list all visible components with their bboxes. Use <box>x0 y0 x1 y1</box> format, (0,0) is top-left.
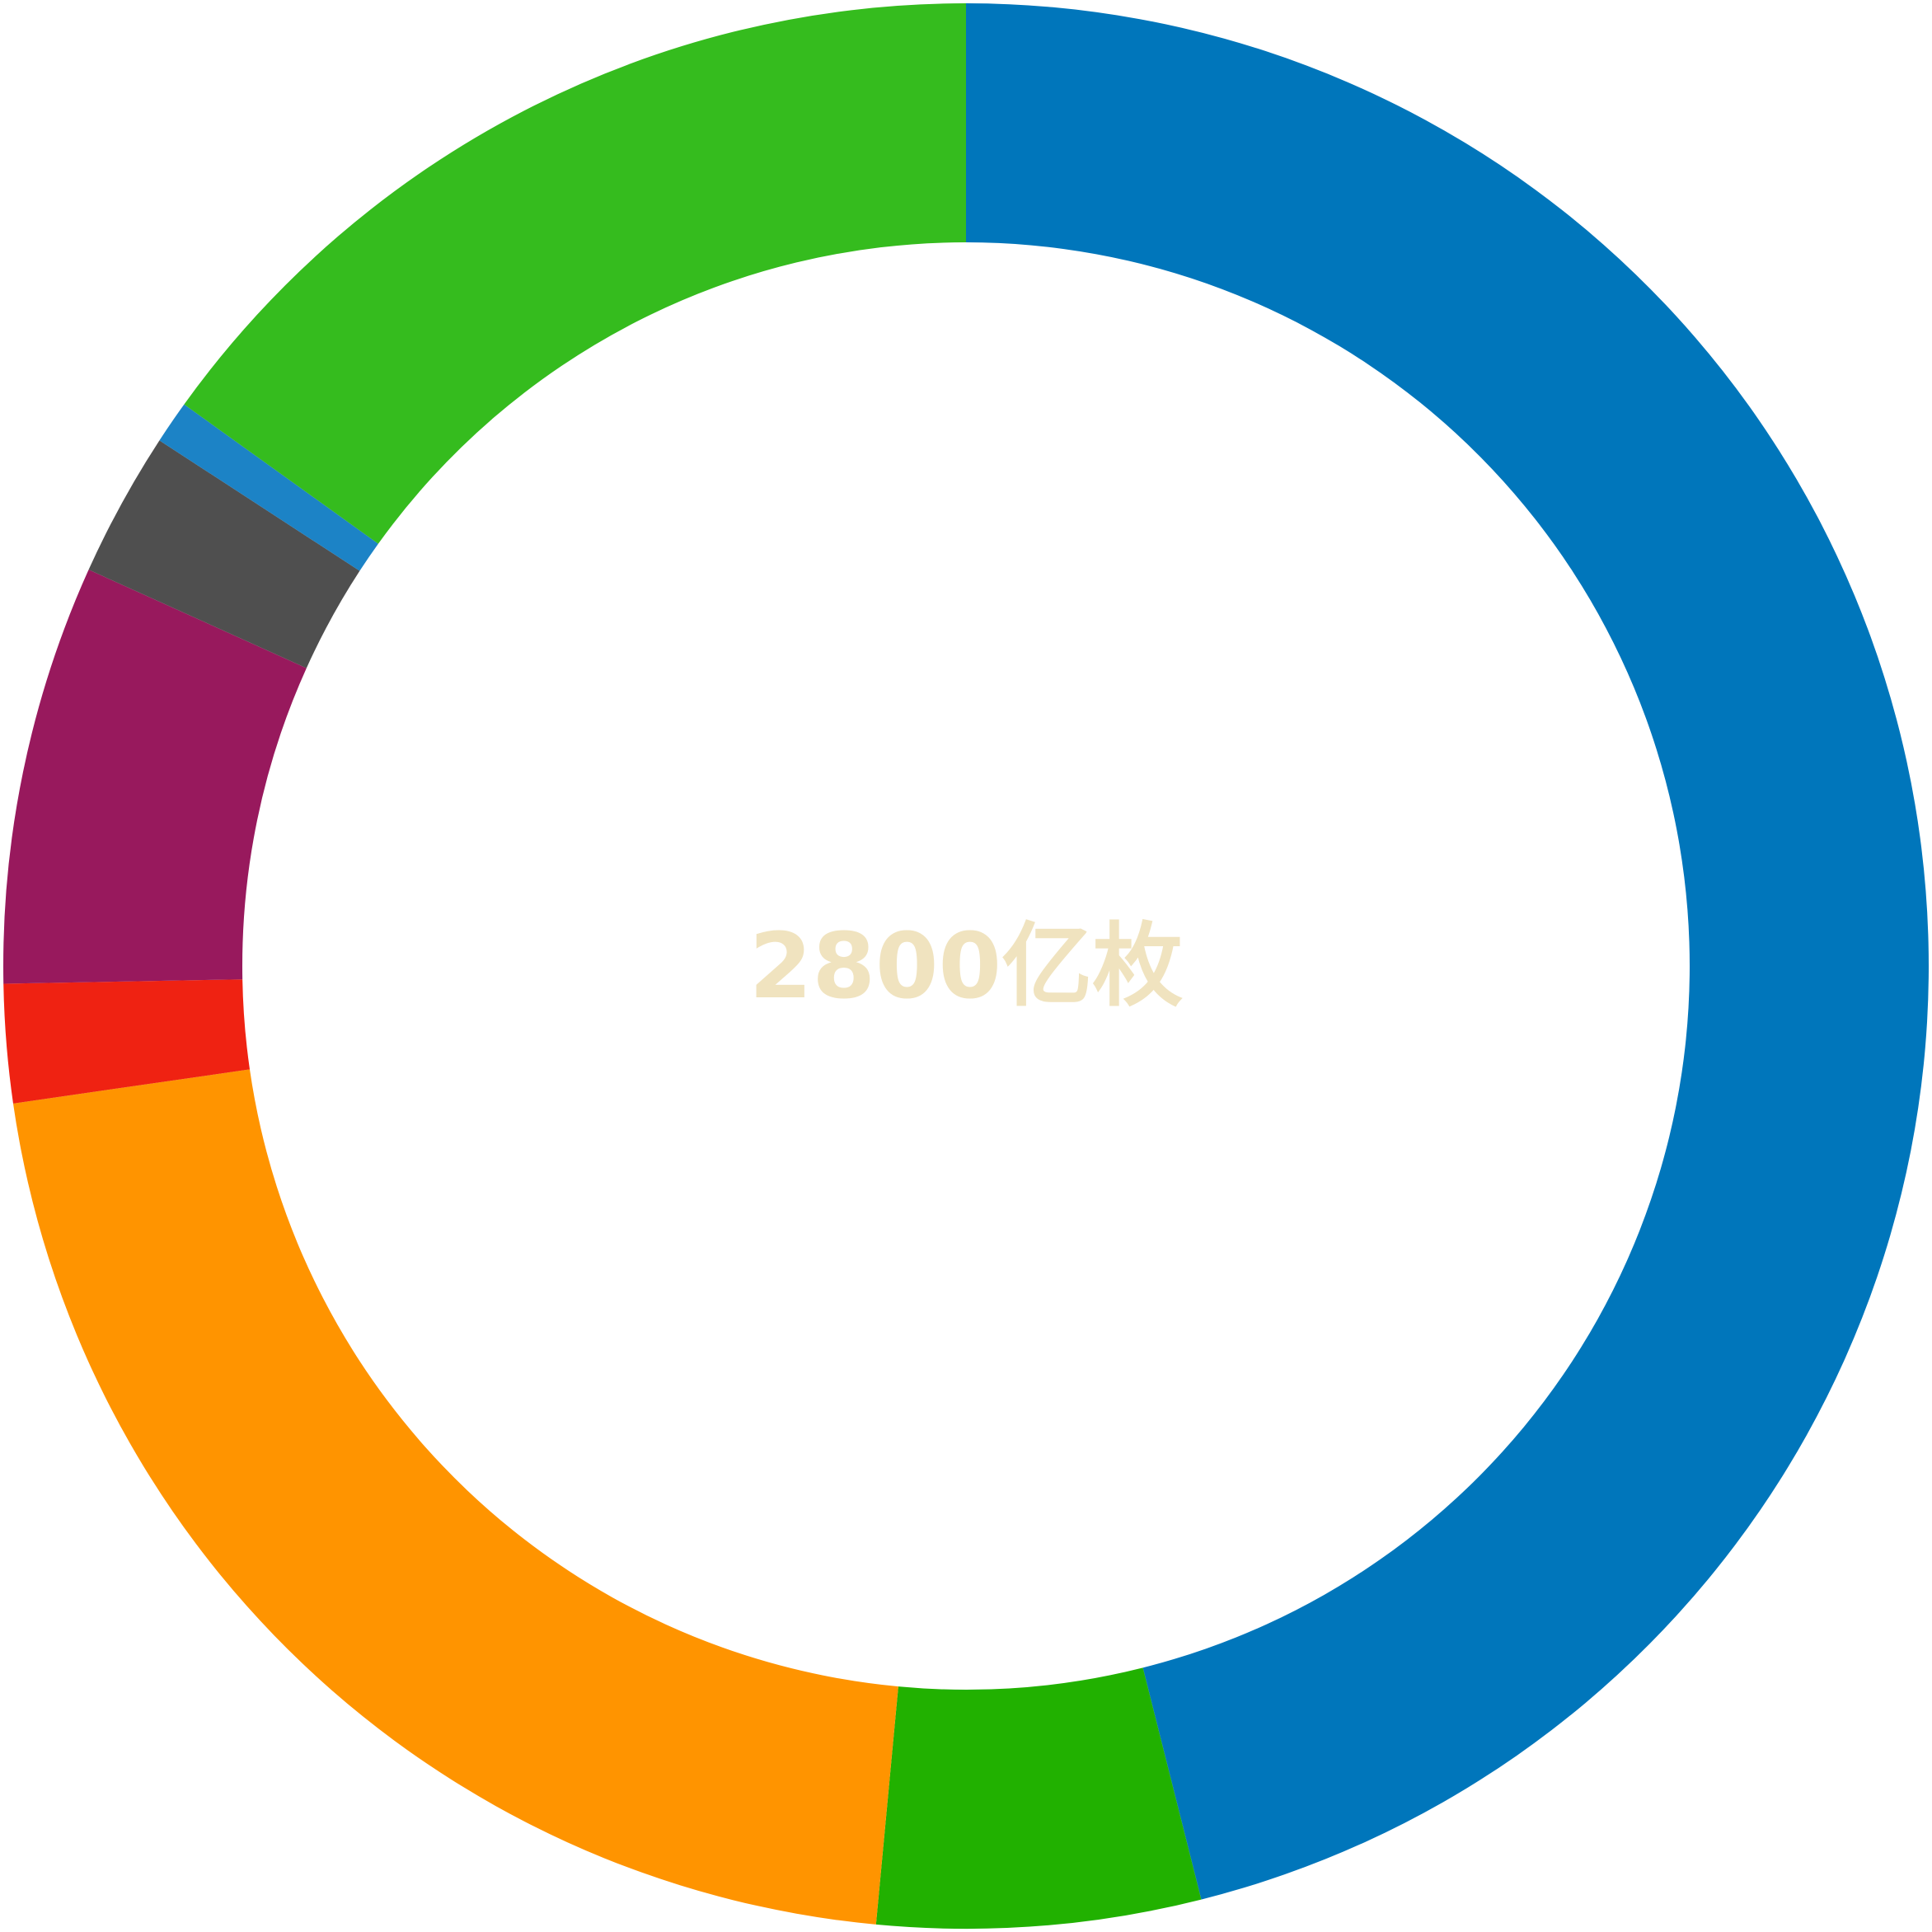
donut-slice-6 <box>88 440 360 668</box>
donut-slice-5 <box>3 570 307 984</box>
donut-slice-4 <box>3 979 251 1104</box>
donut-slice-7 <box>159 404 378 571</box>
donut-slice-3 <box>12 1069 898 1925</box>
donut-slice-8 <box>184 3 966 544</box>
donut-slice-2 <box>875 1667 1202 1929</box>
center-total-label: 2800亿枚 <box>749 913 1183 1019</box>
slices-group <box>3 3 1930 1929</box>
donut-slice-1 <box>966 3 1930 1900</box>
